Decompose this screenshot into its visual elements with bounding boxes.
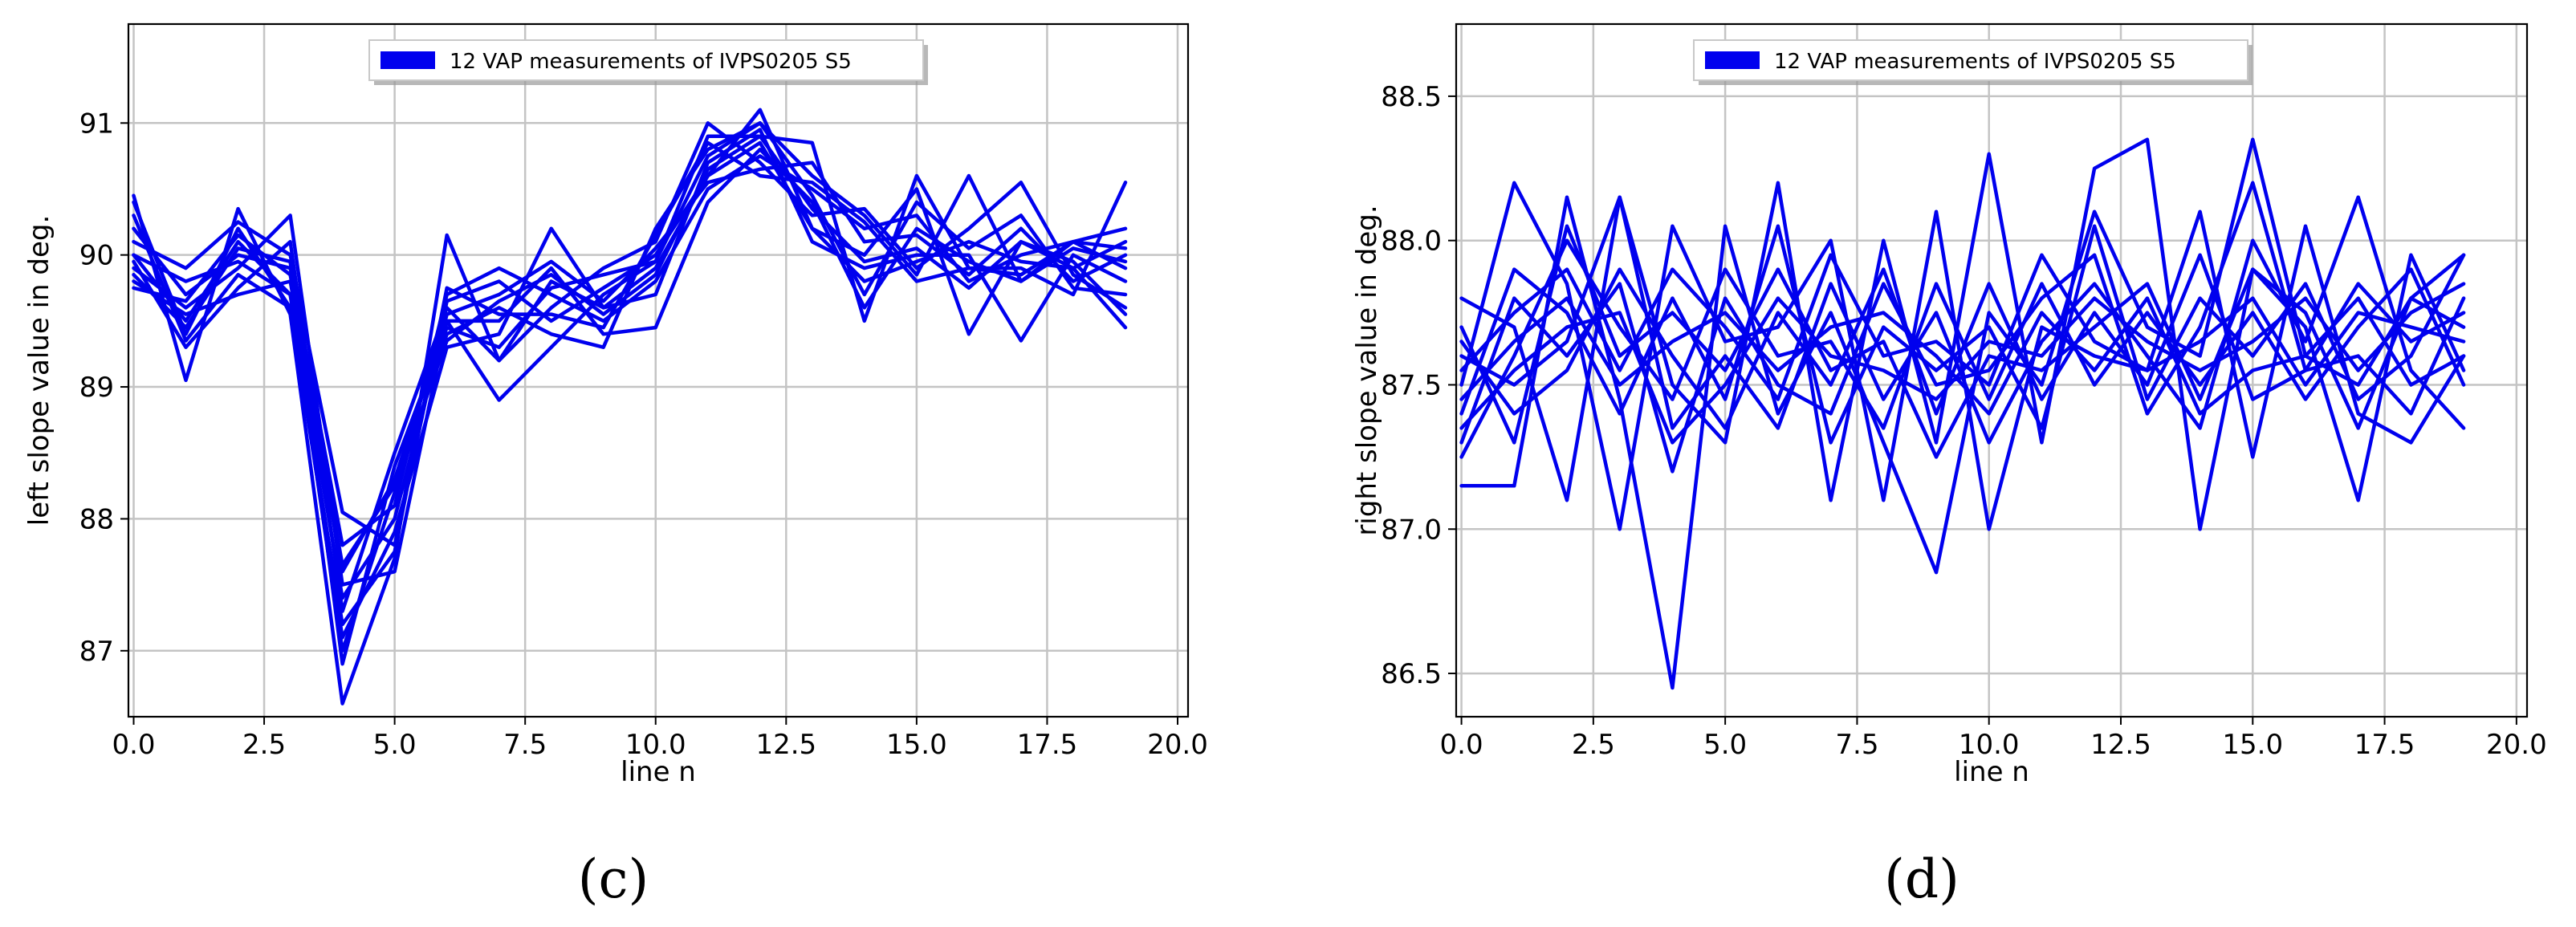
series-line-8 [1459, 238, 2466, 459]
chart-right-slope: 0.0 2.5 5.0 7.5 10.0 12.5 15.0 17.5 20.0 86.5 87.0… [1351, 22, 2547, 788]
y-axis-label: left slope value in deg. [23, 215, 55, 527]
x-tick-label: 15.0 [2222, 729, 2283, 761]
y-tick-label: 86.5 [1381, 658, 1442, 690]
legend-label: 12 VAP measurements of IVPS0205 S5 [450, 50, 852, 74]
y-tick-label: 88.0 [1381, 226, 1442, 258]
x-tick-label: 5.0 [1703, 729, 1747, 761]
x-axis-label: line n [1954, 756, 2029, 788]
series-line-1 [132, 108, 1128, 705]
series-line-7 [132, 147, 1128, 574]
legend-box [368, 39, 924, 81]
y-axis-label: right slope value in deg. [1351, 205, 1383, 535]
y-tick-label: 87 [79, 636, 114, 668]
x-tick-label: 5.0 [373, 729, 417, 761]
y-tick-label: 87.5 [1381, 369, 1442, 401]
x-tick-label: 0.0 [112, 729, 155, 761]
y-tick-label: 88.5 [1381, 81, 1442, 113]
series-line-11 [1459, 282, 2466, 445]
legend-label: 12 VAP measurements of IVPS0205 S5 [1774, 50, 2176, 74]
series-line-3 [132, 134, 1128, 587]
series-line-6 [1459, 195, 2466, 445]
x-tick-label: 2.5 [242, 729, 286, 761]
series-line-11 [132, 140, 1128, 627]
x-axis-label: line n [621, 756, 696, 788]
x-tick-label: 0.0 [1440, 729, 1483, 761]
legend-swatch [380, 51, 435, 69]
y-tick-label: 89 [79, 372, 114, 404]
x-tick-label: 7.5 [503, 729, 547, 761]
panel-label-d: (d) [1884, 848, 1959, 910]
series-line-6 [132, 154, 1128, 547]
x-tick-label: 20.0 [2486, 729, 2547, 761]
legend: 12 VAP measurements of IVPS0205 S5 [368, 39, 928, 85]
x-tick-label: 15.0 [886, 729, 947, 761]
x-tick-label: 10.0 [1959, 729, 2020, 761]
legend-box [1693, 39, 2248, 81]
chart-left-slope: 0.0 2.5 5.0 7.5 10.0 12.5 15.0 17.5 20.0 87 88 89 90… [23, 22, 1208, 788]
series-line-9 [132, 161, 1128, 600]
x-tick-label: 10.0 [625, 729, 686, 761]
plot-frame [127, 22, 1190, 718]
series-line-8 [132, 140, 1128, 547]
x-tick-label: 7.5 [1835, 729, 1878, 761]
series-line-9 [1459, 253, 2466, 430]
x-tick-label: 12.5 [2090, 729, 2151, 761]
panel-label-c: (c) [578, 848, 649, 910]
y-tick-label: 87.0 [1381, 514, 1442, 546]
series-line-12 [1459, 296, 2466, 416]
series-line-4 [132, 121, 1128, 613]
x-tick-label: 20.0 [1147, 729, 1208, 761]
y-tick-label: 88 [79, 503, 114, 535]
series-line-5 [132, 128, 1128, 640]
x-tick-label: 12.5 [755, 729, 816, 761]
legend: 12 VAP measurements of IVPS0205 S5 [1693, 39, 2252, 85]
plot-frame [1455, 22, 2529, 718]
y-tick-label: 91 [79, 108, 114, 140]
series-line-12 [132, 134, 1128, 567]
x-tick-label: 17.5 [1017, 729, 1078, 761]
legend-swatch [1705, 51, 1760, 69]
series-line-10 [1459, 253, 2466, 401]
x-tick-label: 2.5 [1572, 729, 1615, 761]
y-tick-label: 90 [79, 240, 114, 272]
x-tick-label: 17.5 [2354, 729, 2415, 761]
series-line-10 [132, 121, 1128, 666]
